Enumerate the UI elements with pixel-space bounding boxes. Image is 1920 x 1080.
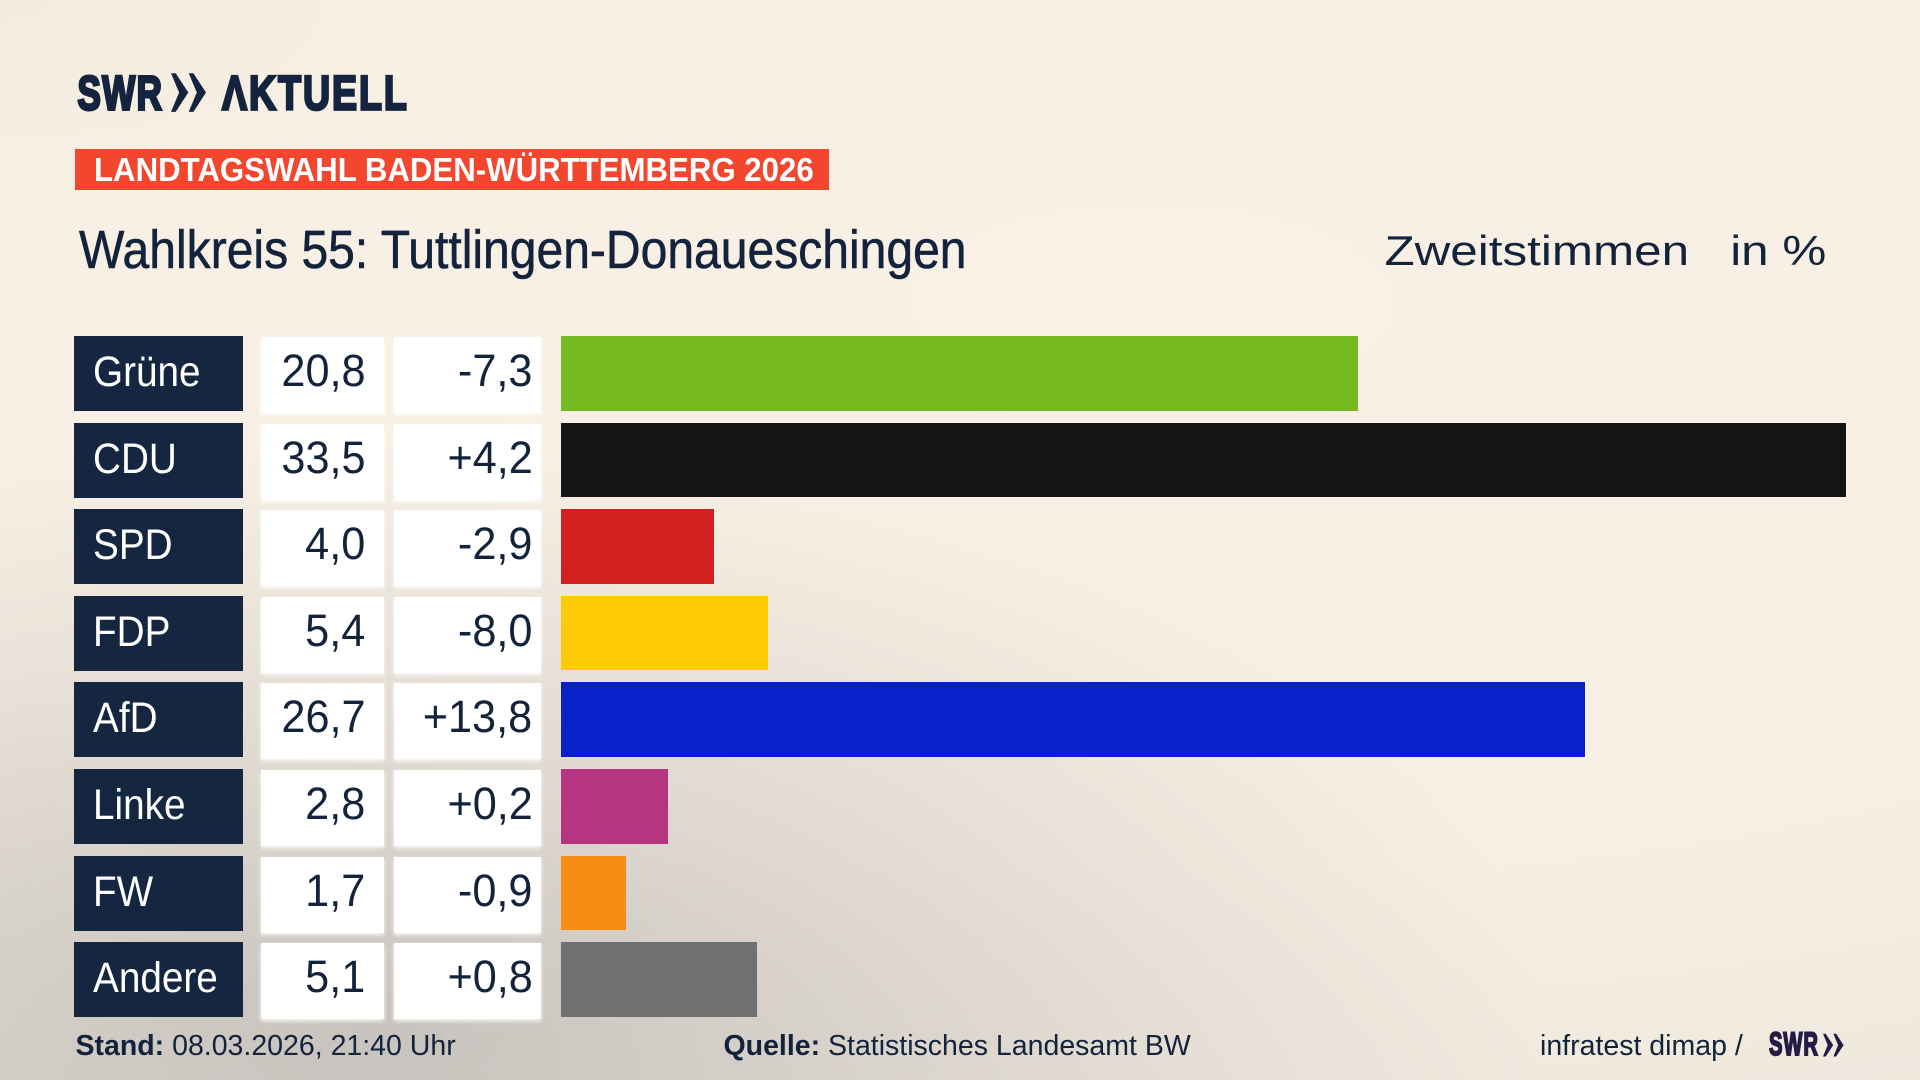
svg-text:SWR: SWR — [1769, 1030, 1819, 1062]
svg-text:ΛKTUELL: ΛKTUELL — [222, 67, 409, 121]
svg-text:SWR: SWR — [78, 66, 164, 120]
